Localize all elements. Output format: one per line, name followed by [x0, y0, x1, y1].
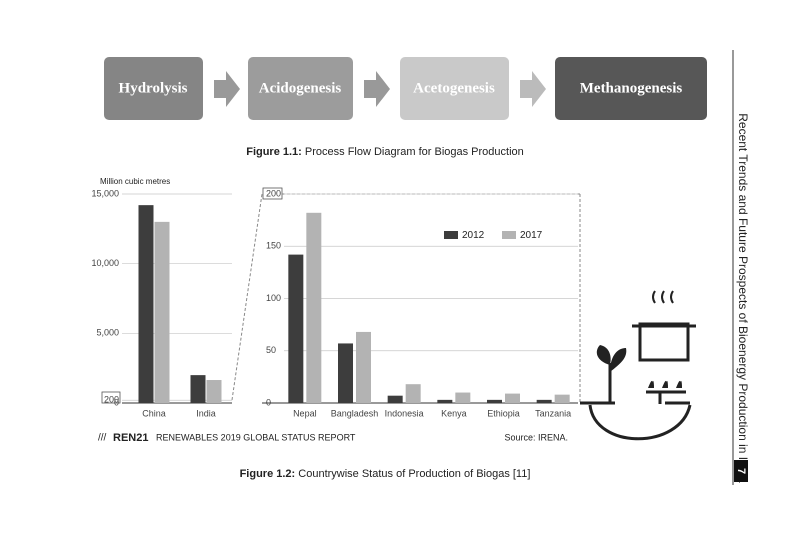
flame [648, 380, 682, 388]
bar [387, 395, 403, 403]
bar [356, 331, 371, 403]
plant [596, 345, 627, 372]
y-tick-label: 10,000 [91, 258, 119, 268]
caption-text: Countrywise Status of Production of Biog… [298, 468, 530, 480]
bar [487, 399, 502, 403]
bar [206, 380, 222, 403]
source: Source: IRENA. [504, 432, 568, 442]
caption-label: Figure 1.1: [246, 146, 302, 158]
legend-swatch [444, 231, 458, 239]
caption: Figure 1.1: Process Flow Diagram for Bio… [246, 146, 524, 158]
bar [154, 221, 170, 403]
flow-box [248, 57, 353, 120]
y-tick-label: 0 [266, 397, 271, 407]
x-tick-label: Kenya [441, 408, 467, 418]
y-tick-label: 50 [266, 345, 276, 355]
legend-label: 2012 [462, 230, 485, 241]
caption-text: Process Flow Diagram for Biogas Producti… [305, 146, 524, 158]
x-tick-label: China [142, 408, 166, 418]
bar [405, 384, 421, 403]
y-tick-label: 150 [266, 241, 281, 251]
bar [536, 399, 552, 403]
flow-box [400, 57, 509, 120]
running-head: Recent Trends and Future Prospects of Bi… [736, 113, 750, 483]
legend-swatch [502, 231, 516, 239]
flow-node: Acetogenesis [413, 80, 495, 96]
logo: REN21 [113, 432, 148, 444]
y-tick-label: 15,000 [91, 188, 119, 198]
x-tick-label: Nepal [293, 408, 317, 418]
bar [288, 254, 304, 403]
y-tick-label: 5,000 [96, 328, 119, 338]
bar [554, 394, 570, 403]
x-tick-label: Tanzania [535, 408, 571, 418]
x-tick-label: India [196, 408, 216, 418]
flow-arrow [214, 71, 240, 107]
flow-arrow [364, 71, 390, 107]
y-tick-label: 200 [266, 188, 281, 198]
bar [338, 343, 353, 403]
caption: Figure 1.2: Countrywise Status of Produc… [240, 468, 531, 480]
x-tick-label: Bangladesh [331, 408, 379, 418]
bar [455, 392, 471, 403]
y-tick-label: 100 [266, 293, 281, 303]
logo-mark: /// [98, 433, 107, 444]
flow-node: Hydrolysis [119, 80, 188, 96]
x-tick-label: Ethiopia [487, 408, 520, 418]
y-tick-label: 0 [114, 397, 119, 407]
flow-node: Methanogenesis [580, 80, 683, 96]
page-number-box [734, 460, 748, 482]
flow-box [555, 57, 707, 120]
flow-node: Acidogenesis [259, 80, 342, 96]
caption-label: Figure 1.2: [240, 468, 296, 480]
x-tick-label: Indonesia [385, 408, 424, 418]
legend-label: 2017 [520, 230, 543, 241]
bar [505, 393, 520, 403]
bar [138, 205, 154, 403]
flow-box [104, 57, 203, 120]
page-number: 7 [735, 468, 747, 474]
bar [437, 399, 453, 403]
report: RENEWABLES 2019 GLOBAL STATUS REPORT [156, 432, 356, 442]
zoom-box [101, 391, 121, 404]
illustration [580, 290, 696, 441]
y-axis-label: Million cubic metres [100, 177, 170, 186]
flow-arrow [520, 71, 546, 107]
y-tick-label: 200 [104, 395, 119, 405]
bar [190, 375, 206, 403]
bar [306, 212, 322, 403]
zoom-line [231, 193, 263, 401]
